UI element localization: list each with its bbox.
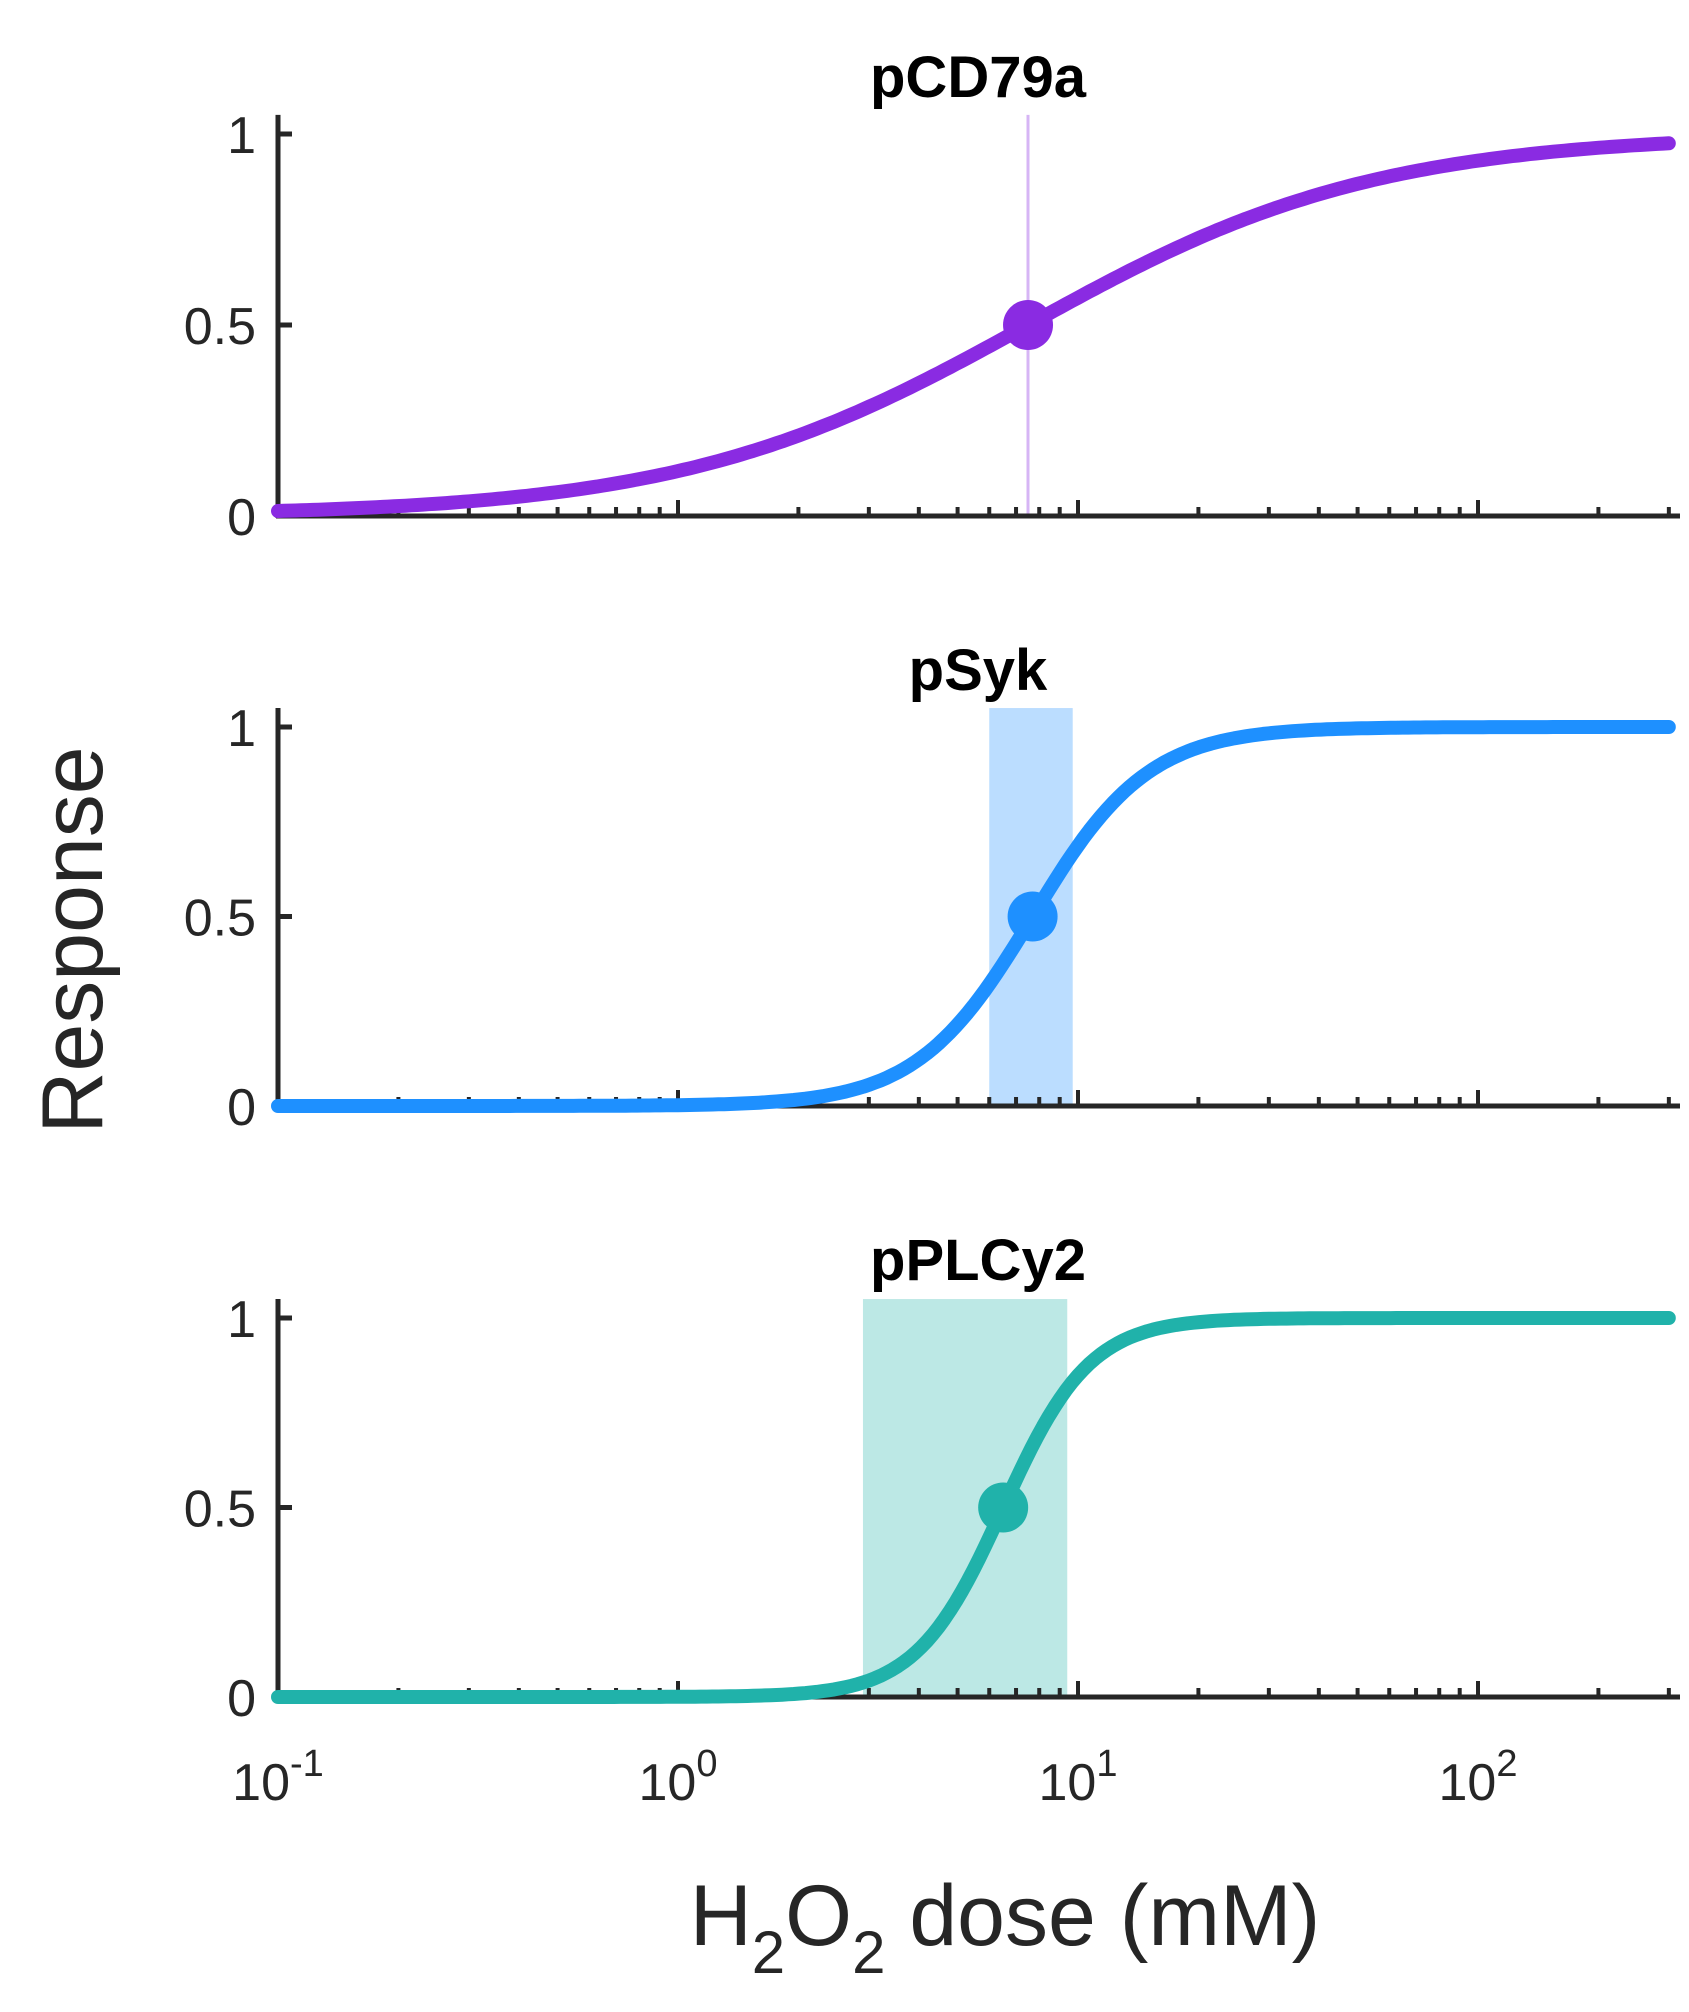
x-tick-label-4: 102 xyxy=(1439,1743,1518,1812)
panel-title: pCD79a xyxy=(870,45,1087,110)
y-tick-label: 1 xyxy=(227,1291,256,1349)
x-axis-title-sub1: 2 xyxy=(752,1919,785,1986)
y-tick-label: 1 xyxy=(227,107,256,165)
y-tick-label: 0.5 xyxy=(184,298,256,356)
x-tick-label-2: 100 xyxy=(639,1743,718,1812)
x-tick-label-3: 101 xyxy=(1039,1743,1118,1812)
panel-pcd79a: 0 0.5 1 pCD79a xyxy=(184,45,1680,547)
x-tick-labels: 10-1 100 101 102 xyxy=(232,1743,1517,1812)
ec50-marker xyxy=(978,1482,1029,1533)
x-axis-title-h: H xyxy=(690,1868,752,1964)
ec50-interval-band xyxy=(862,1299,1068,1697)
y-tick-label: 1 xyxy=(227,700,256,758)
x-tick-label-1: 10-1 xyxy=(232,1743,324,1812)
y-tick-label: 0.5 xyxy=(184,890,256,948)
x-axis-title-rest: dose (mM) xyxy=(885,1868,1320,1964)
panel-title: pSyk xyxy=(909,638,1048,703)
x-axis-title-o: O xyxy=(785,1868,852,1964)
panel-psyk: 0 0.5 1 pSyk xyxy=(184,638,1680,1137)
ec50-marker xyxy=(1003,300,1054,350)
panel-pplcy2: 0 0.5 1 pPLCy2 xyxy=(184,1228,1680,1728)
response-curve xyxy=(271,1311,1676,1704)
y-tick-label: 0 xyxy=(227,1670,256,1728)
response-curve xyxy=(271,720,1676,1113)
y-axis-title: Response xyxy=(25,746,121,1133)
panel-title: pPLCy2 xyxy=(870,1228,1086,1293)
ec50-marker xyxy=(1007,891,1058,942)
x-axis-title-sub2: 2 xyxy=(852,1919,885,1986)
y-tick-label: 0.5 xyxy=(184,1481,256,1539)
y-tick-label: 0 xyxy=(227,1079,256,1137)
x-axis-title: H2O2 dose (mM) xyxy=(690,1868,1321,1986)
y-tick-label: 0 xyxy=(227,489,256,547)
response-curve xyxy=(271,136,1676,518)
